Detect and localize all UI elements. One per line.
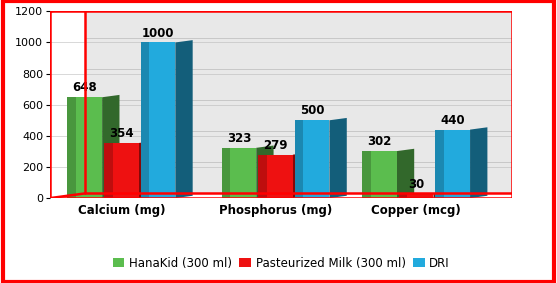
Polygon shape [50,7,547,11]
Text: 302: 302 [367,135,392,148]
Text: 1000: 1000 [141,27,174,40]
Bar [230,148,256,198]
Polygon shape [256,145,273,198]
Bar [304,120,329,198]
Polygon shape [433,191,451,198]
Bar [444,130,470,198]
Polygon shape [329,118,347,198]
Polygon shape [293,152,310,198]
Bar [104,143,113,198]
Bar [362,151,371,198]
Bar [399,194,408,198]
Polygon shape [470,127,487,198]
Polygon shape [102,95,120,198]
Text: 323: 323 [227,132,251,145]
Bar [76,97,102,198]
Polygon shape [85,7,547,194]
Text: 648: 648 [72,82,97,95]
Text: 279: 279 [263,139,288,152]
Bar [113,143,139,198]
Bar [258,155,267,198]
Bar [267,155,293,198]
Text: 440: 440 [441,114,465,127]
Polygon shape [139,141,156,198]
Bar [222,148,230,198]
Text: 500: 500 [300,104,324,117]
Polygon shape [512,7,547,198]
Text: 354: 354 [109,127,134,140]
Polygon shape [175,40,193,198]
Bar [149,42,175,198]
Bar [141,42,149,198]
Bar [295,120,304,198]
Polygon shape [397,149,414,198]
Text: 30: 30 [408,178,424,191]
Bar [408,194,433,198]
Bar [436,130,444,198]
Bar [67,97,76,198]
Legend: HanaKid (300 ml), Pasteurized Milk (300 ml), DRI: HanaKid (300 ml), Pasteurized Milk (300 … [108,252,455,275]
Bar [371,151,397,198]
